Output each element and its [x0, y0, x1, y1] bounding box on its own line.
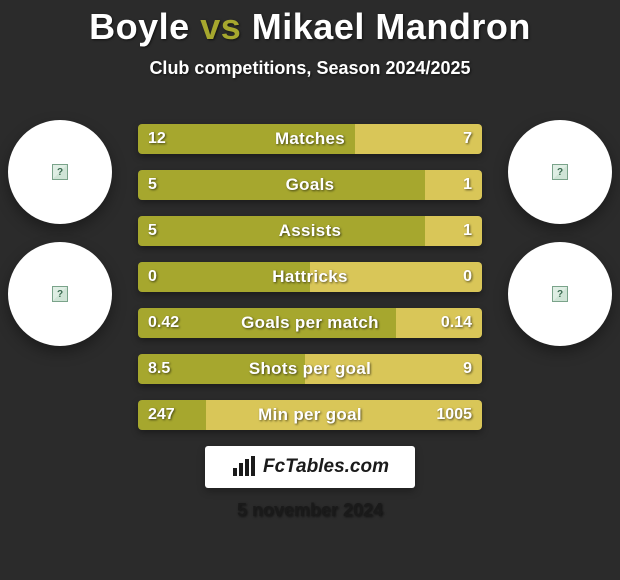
title-player1: Boyle	[89, 6, 190, 47]
subtitle: Club competitions, Season 2024/2025	[0, 58, 620, 79]
row-label: Shots per goal	[138, 354, 482, 384]
stat-row: 51Goals	[138, 170, 482, 200]
footer-date: 5 november 2024	[0, 500, 620, 521]
page-title: Boyle vs Mikael Mandron	[0, 0, 620, 48]
stat-rows: 127Matches 51Goals 51Assists 00Hattricks 0.4…	[138, 124, 482, 430]
avatars-right: ? ?	[508, 120, 612, 346]
avatar: ?	[8, 120, 112, 224]
bars-icon	[231, 456, 257, 478]
stat-row: 00Hattricks	[138, 262, 482, 292]
page-root: Boyle vs Mikael Mandron Club competition…	[0, 0, 620, 580]
avatar: ?	[8, 242, 112, 346]
image-placeholder-icon: ?	[52, 286, 68, 302]
row-label: Goals	[138, 170, 482, 200]
avatars-left: ? ?	[8, 120, 112, 346]
avatar: ?	[508, 242, 612, 346]
row-label: Assists	[138, 216, 482, 246]
image-placeholder-icon: ?	[552, 164, 568, 180]
row-label: Matches	[138, 124, 482, 154]
brand-text: FcTables.com	[263, 456, 389, 478]
row-label: Min per goal	[138, 400, 482, 430]
row-label: Goals per match	[138, 308, 482, 338]
stat-row: 8.59Shots per goal	[138, 354, 482, 384]
stat-row: 0.420.14Goals per match	[138, 308, 482, 338]
stat-row: 127Matches	[138, 124, 482, 154]
title-vs: vs	[200, 6, 241, 47]
title-player2: Mikael Mandron	[252, 6, 531, 47]
stat-row: 2471005Min per goal	[138, 400, 482, 430]
row-label: Hattricks	[138, 262, 482, 292]
stat-row: 51Assists	[138, 216, 482, 246]
avatar: ?	[508, 120, 612, 224]
image-placeholder-icon: ?	[52, 164, 68, 180]
image-placeholder-icon: ?	[552, 286, 568, 302]
brand-badge: FcTables.com	[205, 446, 415, 488]
